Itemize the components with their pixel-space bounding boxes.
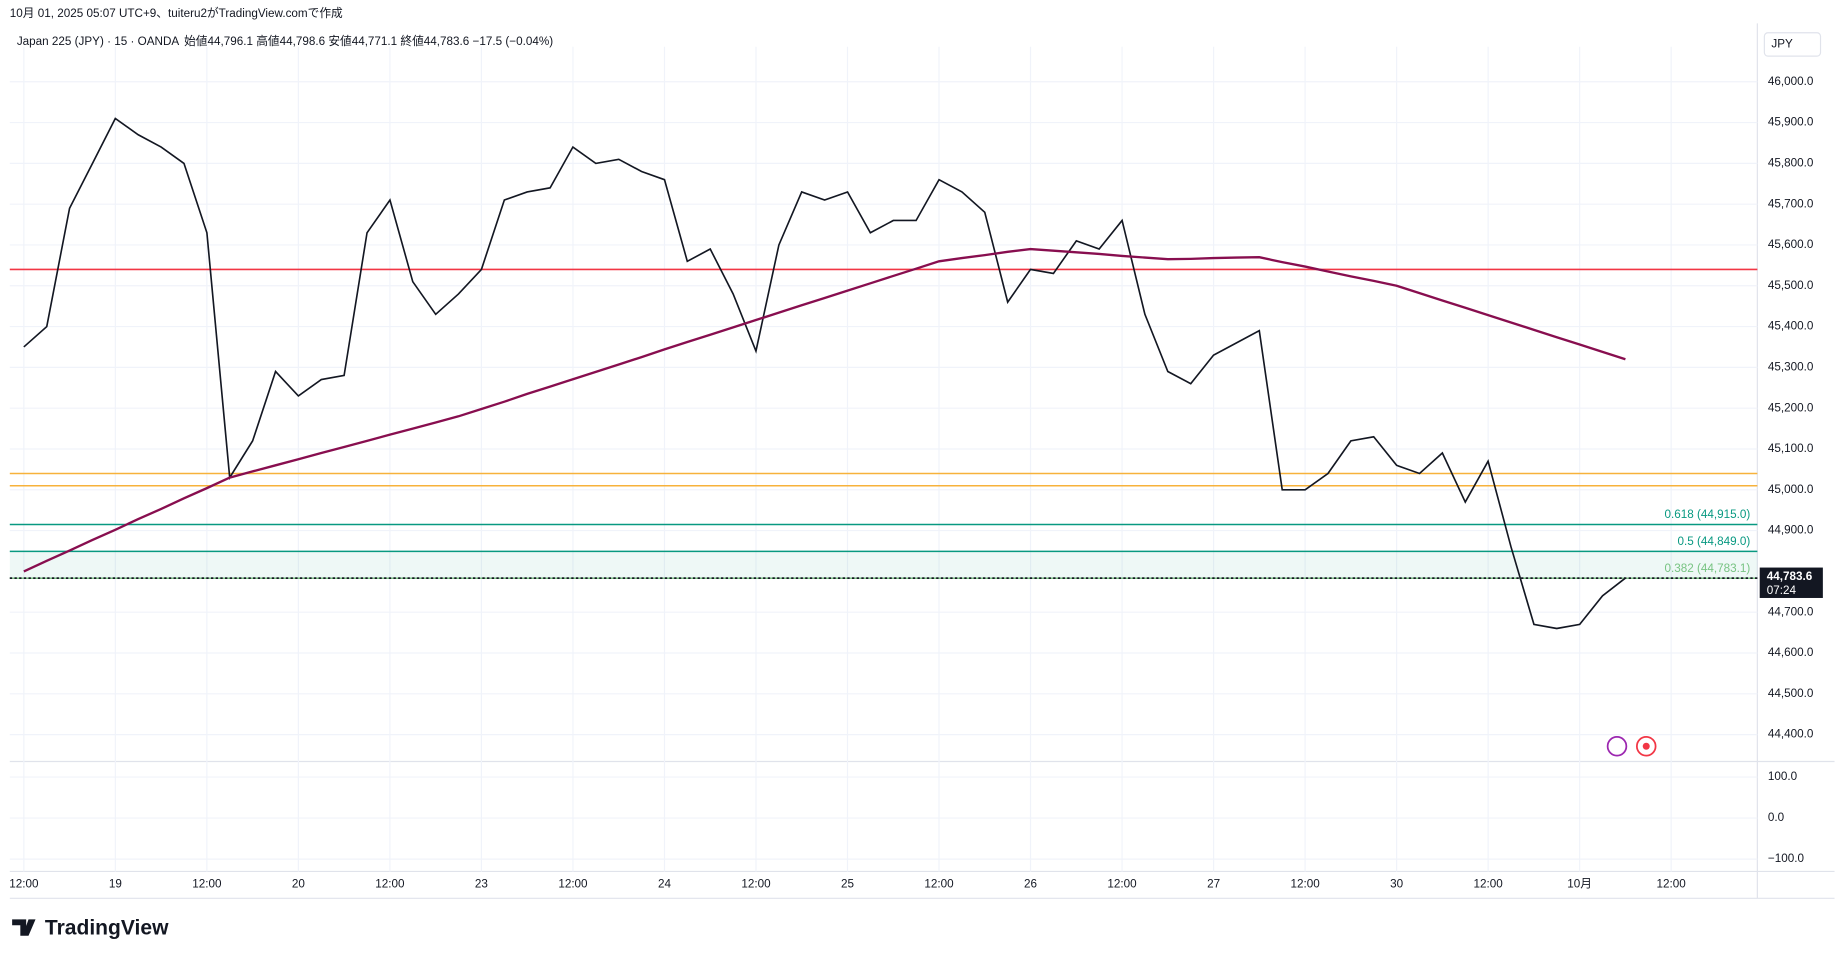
x-tick-label: 12:00 [1474, 877, 1504, 890]
x-tick-label: 27 [1207, 877, 1220, 890]
countdown: 07:24 [1767, 584, 1797, 597]
y-tick-label: 45,500.0 [1768, 279, 1814, 292]
x-tick-label: 12:00 [192, 877, 222, 890]
y-tick-label: 45,900.0 [1768, 116, 1814, 129]
y-tick-label: 46,000.0 [1768, 75, 1814, 88]
record-dot [1642, 742, 1650, 750]
x-tick-label: 12:00 [924, 877, 954, 890]
y-tick-label: 45,600.0 [1768, 238, 1814, 251]
x-tick-label: 12:00 [741, 877, 771, 890]
created-note: 10月 01, 2025 05:07 UTC+9、tuiteru2がTradin… [10, 6, 343, 20]
y-tick-label: 45,000.0 [1768, 483, 1814, 496]
alert-icon[interactable] [1606, 736, 1628, 757]
y2-tick-label: 0.0 [1768, 811, 1785, 824]
x-tick-label: 26 [1024, 877, 1037, 890]
y-tick-label: 45,800.0 [1768, 156, 1814, 169]
x-tick-label: 30 [1390, 877, 1404, 890]
x-tick-label: 25 [841, 877, 855, 890]
y-tick-label: 44,500.0 [1768, 687, 1814, 700]
x-tick-label: 20 [292, 877, 306, 890]
x-tick-label: 10月 [1567, 877, 1592, 890]
y-tick-label: 44,900.0 [1768, 524, 1814, 537]
brand-logo [12, 919, 36, 936]
x-tick-label: 24 [658, 877, 672, 890]
level-label: 0.382 (44,783.1) [1665, 562, 1751, 575]
record-icon[interactable] [1636, 736, 1657, 757]
y2-tick-label: −100.0 [1768, 852, 1805, 865]
y-tick-label: 45,100.0 [1768, 442, 1814, 455]
x-tick-label: 12:00 [1290, 877, 1320, 890]
x-tick-label: 12:00 [1657, 877, 1687, 890]
ohlc: 始値44,796.1 高値44,798.6 安値44,771.1 終値44,78… [184, 34, 553, 48]
y-tick-label: 44,600.0 [1768, 646, 1814, 659]
brand: TradingView [45, 916, 169, 939]
x-tick-label: 19 [109, 877, 122, 890]
y-tick-label: 45,200.0 [1768, 401, 1814, 414]
price-line [23, 117, 1626, 630]
y-tick-label: 45,400.0 [1768, 320, 1814, 333]
y-tick-label: 45,300.0 [1768, 360, 1814, 373]
y-tick-label: 44,700.0 [1768, 605, 1814, 618]
last-price: 44,783.6 [1767, 570, 1813, 583]
symbol: Japan 225 (JPY) · 15 · OANDA [17, 35, 180, 48]
y2-tick-label: 100.0 [1768, 770, 1798, 783]
x-tick-label: 12:00 [9, 877, 39, 890]
x-tick-label: 12:00 [375, 877, 405, 890]
y-tick-label: 44,400.0 [1768, 728, 1814, 741]
currency-box[interactable] [1763, 32, 1822, 57]
currency: JPY [1771, 38, 1793, 51]
fib-zone [9, 551, 1758, 579]
price-line [23, 247, 1626, 573]
x-tick-label: 12:00 [1107, 877, 1137, 890]
level-label: 0.5 (44,849.0) [1678, 535, 1751, 548]
level-label: 0.618 (44,915.0) [1665, 508, 1751, 521]
x-tick-label: 23 [475, 877, 488, 890]
last-price-box [1759, 567, 1823, 598]
x-tick-label: 12:00 [558, 877, 588, 890]
y-tick-label: 45,700.0 [1768, 197, 1814, 210]
